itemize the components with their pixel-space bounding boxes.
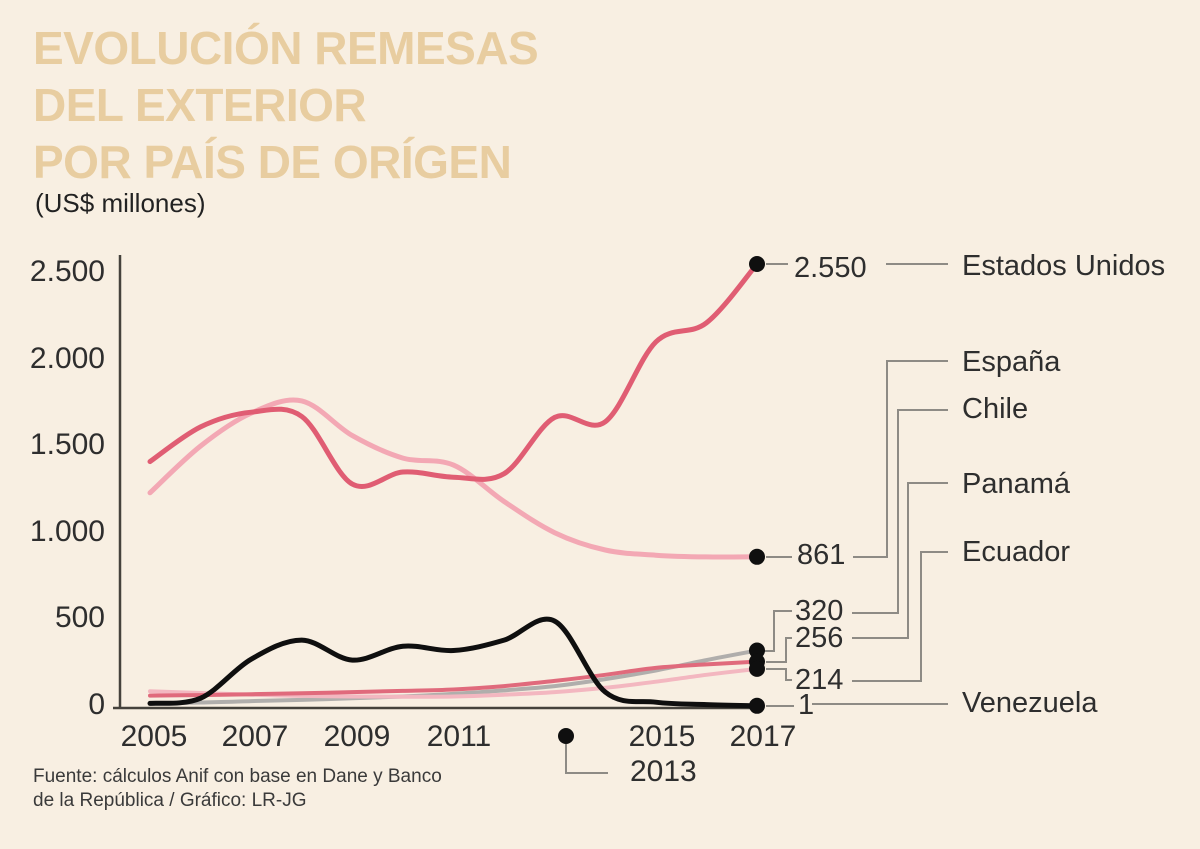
- connector-chile-value: [764, 610, 792, 652]
- end-value-panama: 256: [795, 622, 844, 654]
- title-line-2: DEL EXTERIOR: [33, 79, 367, 131]
- x-tick-2005: 2005: [120, 720, 188, 753]
- axes: [113, 255, 764, 710]
- connector-2013-callout: [565, 744, 608, 774]
- series-line-estados-unidos: [147, 261, 760, 489]
- source-line-1: Fuente: cálculos Anif con base en Dane y…: [33, 766, 442, 787]
- end-value-espana: 861: [797, 539, 846, 571]
- x-tick-2011: 2011: [426, 720, 492, 753]
- chart-units-subtitle: (US$ millones): [35, 188, 206, 218]
- x-tick-2015: 2015: [628, 720, 696, 753]
- y-tick-2000: 2.000: [29, 342, 105, 375]
- annotation-connectors: [565, 263, 948, 774]
- series-label-espana: España: [962, 346, 1061, 378]
- connector-espana-name: [853, 360, 948, 558]
- title-line-3: POR PAÍS DE ORÍGEN: [33, 136, 512, 188]
- y-tick-1500: 1.500: [29, 428, 105, 461]
- end-value-venezuela: 1: [798, 689, 815, 721]
- x-tick-2017: 2017: [729, 720, 797, 753]
- endpoint-dots: [558, 256, 765, 744]
- y-tick-0: 0: [88, 688, 105, 721]
- x-tick-2013-callout: 2013: [630, 755, 697, 788]
- end-value-chile: 320: [795, 595, 844, 627]
- connector-ecuador-name: [852, 551, 948, 682]
- end-dot-españa: [749, 548, 765, 565]
- connector-panama-name: [852, 482, 948, 639]
- y-tick-2500: 2.500: [29, 255, 105, 288]
- end-value-ecuador: 214: [795, 664, 844, 696]
- series-label-panama: Panamá: [962, 468, 1071, 500]
- title-line-1: EVOLUCIÓN REMESAS: [33, 22, 539, 74]
- series-line-venezuela: [147, 616, 760, 709]
- y-tick-500: 500: [54, 601, 105, 634]
- connector-chile-name: [852, 409, 948, 614]
- 2013-marker-dot: [558, 728, 574, 744]
- end-dot-venezuela: [749, 697, 765, 714]
- source-line-2: de la República / Gráfico: LR-JG: [33, 790, 307, 811]
- series-label-estados-unidos: Estados Unidos: [962, 250, 1166, 282]
- page-title: EVOLUCIÓN REMESAS DEL EXTERIOR POR PAÍS …: [33, 20, 539, 191]
- series-label-ecuador: Ecuador: [962, 536, 1071, 568]
- end-dot-chile: [749, 642, 765, 659]
- series-line-chile: [148, 648, 759, 706]
- series-lines: [147, 261, 760, 709]
- series-line-panamá: [148, 659, 759, 698]
- connector-ecuador-value: [766, 668, 792, 681]
- x-tick-2009: 2009: [323, 720, 391, 753]
- end-dot-ecuador: [749, 660, 765, 677]
- connector-panama-value: [766, 637, 792, 663]
- series-label-venezuela: Venezuela: [962, 687, 1098, 719]
- y-tick-1000: 1.000: [29, 515, 105, 548]
- series-label-chile: Chile: [962, 393, 1029, 425]
- source-note: Fuente: cálculos Anif con base en Dane y…: [33, 765, 442, 813]
- x-tick-2007: 2007: [221, 720, 289, 753]
- end-dot-estados-unidos: [749, 256, 765, 272]
- end-value-estados-unidos: 2.550: [794, 252, 867, 284]
